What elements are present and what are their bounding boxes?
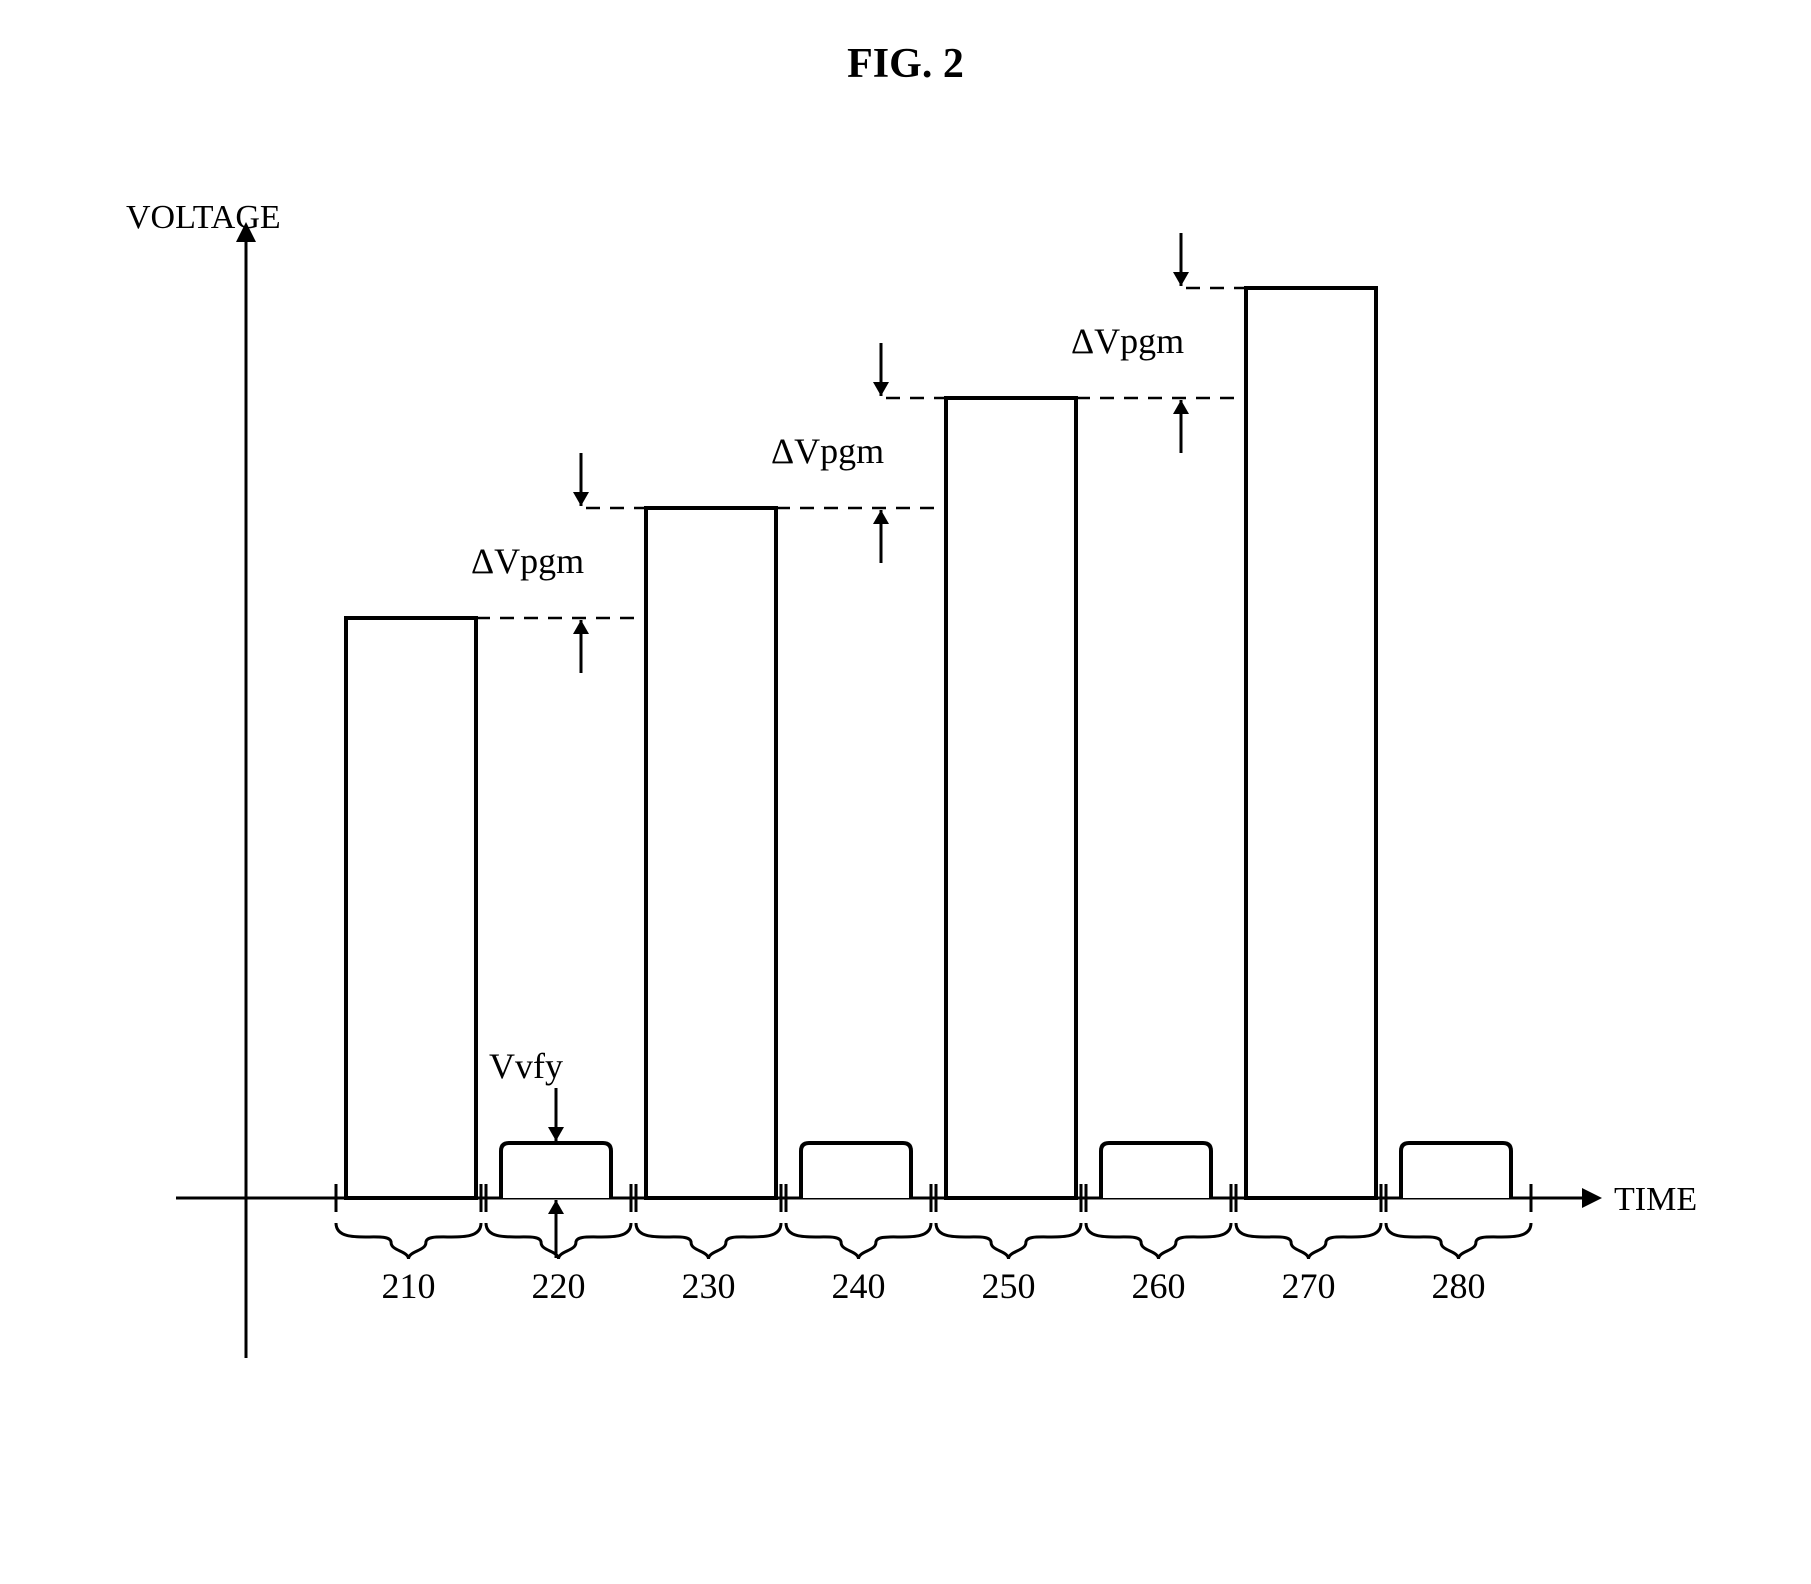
verify-pulse-260: [1101, 1143, 1211, 1198]
program-pulse-250: [946, 398, 1076, 1198]
svg-text:ΔVpgm: ΔVpgm: [771, 431, 884, 471]
svg-text:270: 270: [1281, 1266, 1335, 1306]
svg-text:210: 210: [381, 1266, 435, 1306]
svg-text:260: 260: [1131, 1266, 1185, 1306]
figure-title: FIG. 2: [40, 40, 1771, 88]
svg-text:230: 230: [681, 1266, 735, 1306]
svg-text:ΔVpgm: ΔVpgm: [1071, 321, 1184, 361]
svg-text:240: 240: [831, 1266, 885, 1306]
svg-text:220: 220: [531, 1266, 585, 1306]
svg-text:Vvfy: Vvfy: [489, 1046, 563, 1086]
program-pulse-270: [1246, 288, 1376, 1198]
svg-text:ΔVpgm: ΔVpgm: [471, 541, 584, 581]
program-pulse-230: [646, 508, 776, 1198]
timing-diagram: ΔVpgmΔVpgmΔVpgm Vvfy 2102202302402502602…: [56, 138, 1756, 1438]
svg-text:250: 250: [981, 1266, 1035, 1306]
brace-labels: 210 220 230 240 250 260 270 280: [336, 1223, 1531, 1306]
verify-pulse-280: [1401, 1143, 1511, 1198]
delta-labels: ΔVpgm ΔVpgm ΔVpgm: [471, 233, 1189, 673]
program-pulse-210: [346, 618, 476, 1198]
verify-pulse-220: [501, 1143, 611, 1198]
svg-text:VOLTAGE: VOLTAGE: [126, 199, 281, 236]
svg-text:TIME: TIME: [1614, 1181, 1697, 1218]
svg-text:280: 280: [1431, 1266, 1485, 1306]
verify-pulse-240: [801, 1143, 911, 1198]
